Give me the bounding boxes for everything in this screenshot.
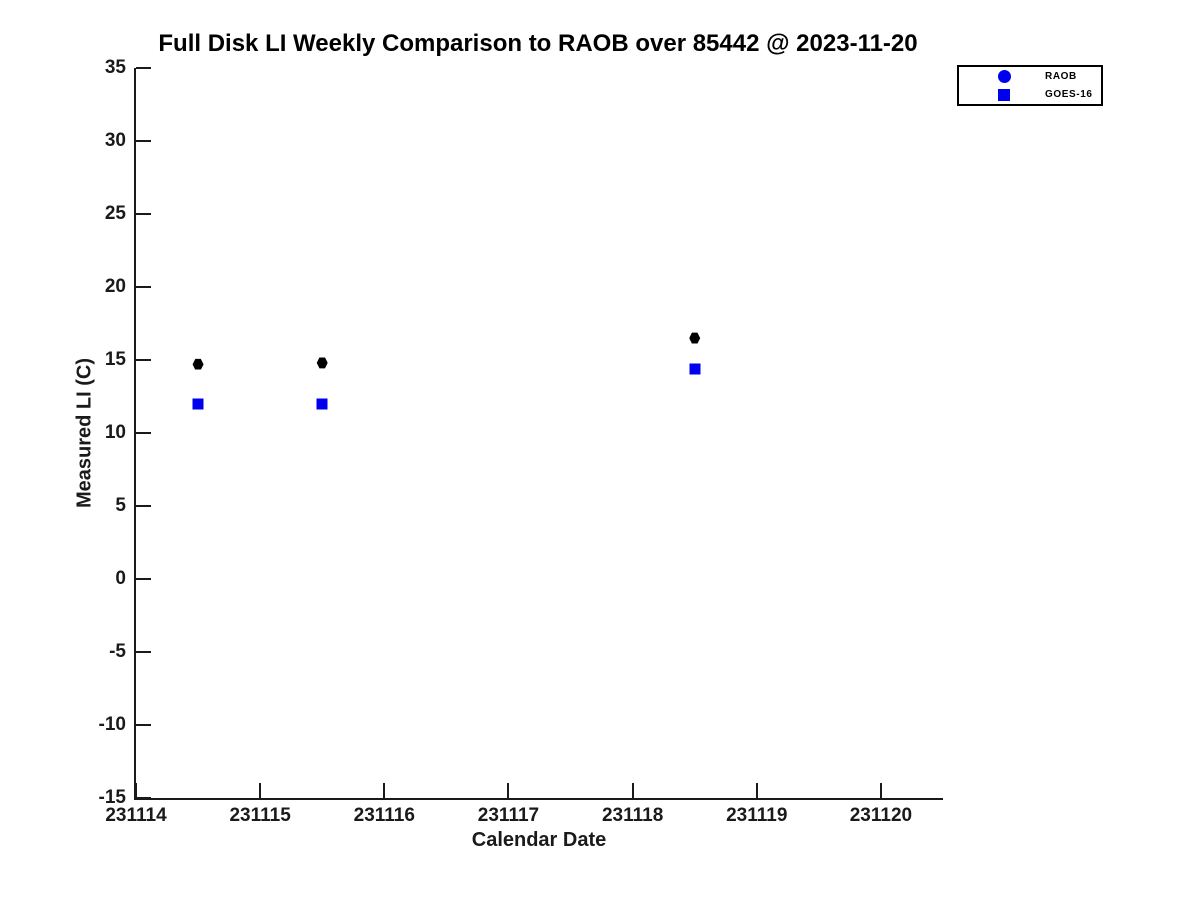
x-tick-label: 231114 xyxy=(105,805,167,826)
data-point-raob xyxy=(689,332,701,344)
y-tick-label: -10 xyxy=(98,714,126,735)
x-axis-label: Calendar Date xyxy=(471,829,607,851)
y-tick-mark xyxy=(136,651,151,653)
legend-label-raob: RAOB xyxy=(1045,71,1077,82)
y-tick-label: 30 xyxy=(104,130,126,151)
y-tick-label: -5 xyxy=(109,641,126,662)
y-tick-label: -15 xyxy=(98,787,126,808)
y-tick-mark xyxy=(136,213,151,215)
legend-label-goes16: GOES-16 xyxy=(1045,89,1093,100)
y-tick-label: 5 xyxy=(115,495,126,516)
y-tick-label: 20 xyxy=(104,276,126,297)
chart-title: Full Disk LI Weekly Comparison to RAOB o… xyxy=(158,30,918,57)
y-tick-mark xyxy=(136,432,151,434)
legend-entry-raob: RAOB xyxy=(959,68,1101,86)
y-tick-mark xyxy=(136,286,151,288)
x-tick-label: 231116 xyxy=(353,805,415,826)
y-tick-mark xyxy=(136,797,151,799)
y-tick-label: 10 xyxy=(104,422,126,443)
raob-circle-icon xyxy=(997,70,1011,83)
x-tick-mark xyxy=(879,783,882,798)
data-point-goes-16 xyxy=(316,398,328,410)
data-point-goes-16 xyxy=(689,363,701,375)
x-tick-mark xyxy=(507,783,510,798)
y-tick-label: 15 xyxy=(104,349,126,370)
x-tick-label: 231120 xyxy=(849,805,913,826)
x-tick-mark xyxy=(383,783,386,798)
x-tick-label: 231115 xyxy=(229,805,291,826)
x-tick-label: 231117 xyxy=(477,805,540,826)
y-tick-mark xyxy=(136,578,151,580)
y-tick-mark xyxy=(136,359,151,361)
y-tick-mark xyxy=(136,724,151,726)
y-tick-label: 0 xyxy=(115,568,126,589)
legend-entry-goes16: GOES-16 xyxy=(959,86,1101,104)
data-point-raob xyxy=(192,358,204,370)
x-tick-mark xyxy=(259,783,262,798)
data-point-goes-16 xyxy=(192,398,204,410)
x-tick-mark xyxy=(135,783,137,798)
plot-area xyxy=(134,67,943,800)
y-tick-mark xyxy=(136,140,151,142)
x-tick-label: 231118 xyxy=(601,805,664,826)
data-point-raob xyxy=(316,357,328,369)
x-tick-label: 231119 xyxy=(726,805,788,826)
goes16-square-icon xyxy=(998,88,1010,101)
x-tick-mark xyxy=(755,783,758,798)
y-tick-mark xyxy=(136,67,151,69)
legend: RAOB GOES-16 xyxy=(957,65,1103,106)
x-tick-mark xyxy=(631,783,634,798)
y-tick-mark xyxy=(136,505,151,507)
legend-marker-cell xyxy=(997,88,1011,101)
y-tick-label: 25 xyxy=(104,203,126,224)
legend-marker-cell xyxy=(997,70,1011,83)
y-tick-label: 35 xyxy=(104,57,126,78)
